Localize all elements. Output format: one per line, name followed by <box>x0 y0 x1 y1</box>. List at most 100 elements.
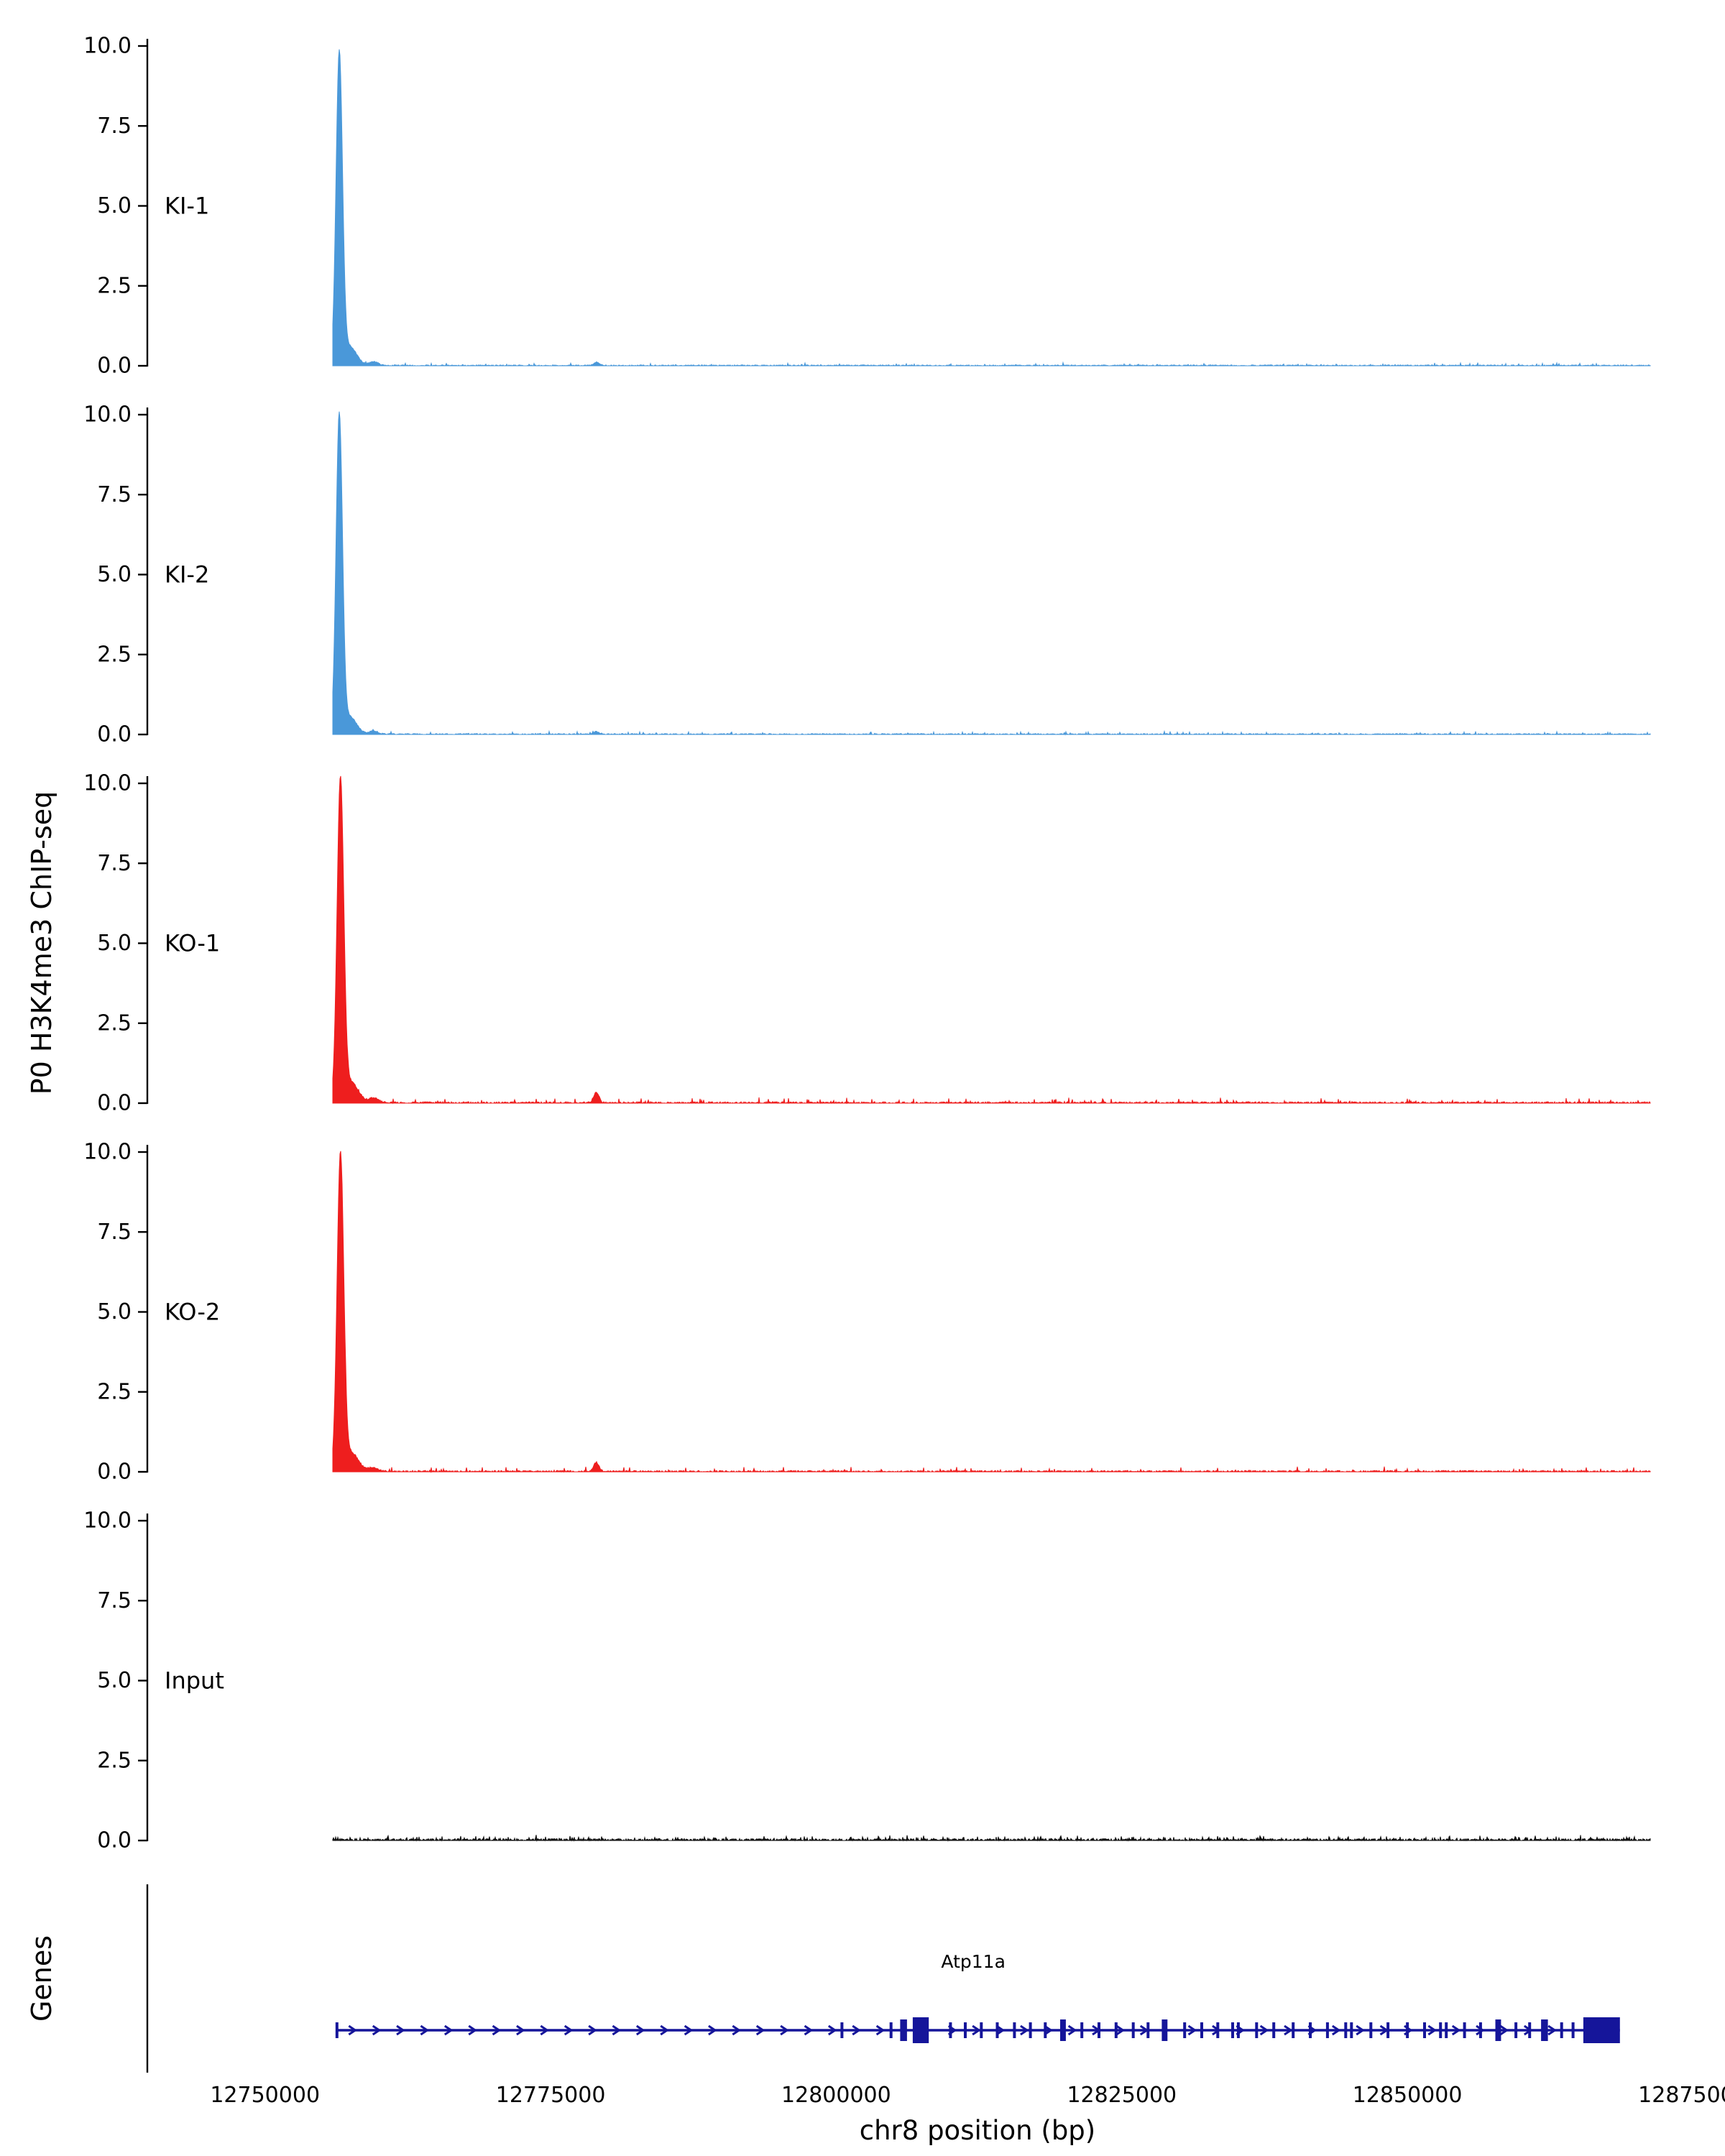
gene-name-label: Atp11a <box>941 1951 1005 1972</box>
exon-tick <box>1183 2022 1187 2038</box>
signal-area-KI-2 <box>332 411 1651 736</box>
gene-strand-arrow <box>1067 2024 1077 2036</box>
y-tick-label: 2.5 <box>97 642 132 667</box>
gene-strand-arrow <box>1307 2024 1317 2036</box>
exon-tick <box>1114 2022 1118 2038</box>
exon-tick <box>1013 2022 1016 2038</box>
gene-strand-arrow <box>1331 2024 1341 2036</box>
exon-tick <box>840 2022 844 2038</box>
y-tick-label: 7.5 <box>97 482 132 507</box>
exon-tick <box>1272 2022 1276 2038</box>
gene-strand-arrow <box>732 2024 742 2036</box>
exon-tick <box>335 2022 339 2038</box>
gene-strand-arrow <box>708 2024 717 2036</box>
gene-strand-arrow <box>420 2024 430 2036</box>
exon-tick <box>1231 2022 1234 2038</box>
gene-strand-arrow <box>1259 2024 1269 2036</box>
gene-strand-arrow <box>492 2024 502 2036</box>
gene-strand-arrow <box>875 2024 886 2036</box>
y-tick-label: 10.0 <box>83 34 132 59</box>
track-KO-1: 10.0 7.5 5.0 2.5 0.0 KO-1 <box>83 772 1651 1114</box>
exon-box <box>1495 2019 1501 2041</box>
gene-strand-arrow <box>1092 2024 1101 2036</box>
y-tick-label: 0.0 <box>97 354 132 377</box>
x-tick-label: 12800000 <box>781 2083 891 2108</box>
y-tick-label: 2.5 <box>97 1010 132 1036</box>
y-tick-label: 7.5 <box>97 1220 132 1245</box>
y-tick-label: 5.0 <box>97 1299 132 1325</box>
exon-tick <box>1571 2022 1575 2038</box>
exon-tick <box>1406 2022 1409 2038</box>
exon-tick <box>1369 2022 1373 2038</box>
gene-strand-arrow <box>1187 2024 1197 2036</box>
y-tick-label: 5.0 <box>97 931 132 956</box>
exon-tick <box>995 2022 999 2038</box>
gene-strand-arrow <box>1451 2024 1461 2036</box>
exon-tick <box>1560 2022 1563 2038</box>
exon-box <box>900 2019 907 2041</box>
gene-strand-arrow <box>1116 2024 1126 2036</box>
track-Input: 10.0 7.5 5.0 2.5 0.0 Input <box>83 1509 1651 1851</box>
exon-box <box>1541 2019 1548 2041</box>
exon-tick <box>1325 2022 1329 2038</box>
y-tick-label: 0.0 <box>97 1091 132 1114</box>
gene-strand-arrow <box>755 2024 765 2036</box>
gene-strand-arrow <box>947 2024 957 2036</box>
gene-strand-arrow <box>1379 2024 1389 2036</box>
exon-tick <box>964 2022 967 2038</box>
y-tick-label: 2.5 <box>97 273 132 298</box>
exon-tick <box>1439 2022 1443 2038</box>
gene-strand-arrow <box>1404 2024 1413 2036</box>
x-axis-title: chr8 position (bp) <box>859 2115 1096 2146</box>
gene-strand-arrow <box>396 2024 405 2036</box>
gene-strand-arrow <box>564 2024 574 2036</box>
exon-tick <box>1029 2022 1032 2038</box>
gene-strand-arrow <box>443 2024 454 2036</box>
y-tick-label: 10.0 <box>83 403 132 428</box>
gene-strand-arrow <box>827 2024 837 2036</box>
exon-tick <box>1200 2022 1203 2038</box>
gene-strand-arrow <box>1212 2024 1221 2036</box>
exon-tick <box>1478 2022 1482 2038</box>
gene-strand-arrow <box>635 2024 645 2036</box>
y-tick-label: 7.5 <box>97 851 132 876</box>
gene-strand-arrow <box>780 2024 789 2036</box>
y-tick-label: 2.5 <box>97 1748 132 1773</box>
exon-tick <box>1344 2022 1348 2038</box>
y-tick-label: 10.0 <box>83 1509 132 1534</box>
track-label-KO-1: KO-1 <box>165 930 220 957</box>
y-tick-label: 5.0 <box>97 1668 132 1693</box>
exon-tick <box>1236 2022 1240 2038</box>
exon-box-large <box>912 2017 929 2043</box>
exon-tick <box>889 2022 893 2038</box>
signal-area-KO-2 <box>332 1151 1651 1473</box>
gene-strand-arrow <box>1044 2024 1053 2036</box>
track-KI-1: 10.0 7.5 5.0 2.5 0.0 KI-1 <box>83 34 1651 377</box>
gene-strand-arrow <box>852 2024 861 2036</box>
exon-tick <box>1309 2022 1312 2038</box>
y-tick-label: 10.0 <box>83 1141 132 1165</box>
gene-strand-arrow <box>468 2024 477 2036</box>
y-tick-label: 10.0 <box>83 772 132 796</box>
gene-strand-arrow <box>995 2024 1006 2036</box>
gene-strand-arrow <box>372 2024 382 2036</box>
signal-area-KO-1 <box>332 775 1651 1105</box>
exon-tick <box>949 2022 952 2038</box>
track-label-KI-2: KI-2 <box>165 561 209 589</box>
track-KO-2: 10.0 7.5 5.0 2.5 0.0 KO-2 <box>83 1141 1651 1482</box>
y-tick-label: 5.0 <box>97 193 132 218</box>
y-tick-label: 0.0 <box>97 722 132 745</box>
exon-box-large <box>1583 2017 1620 2043</box>
exon-tick <box>1514 2022 1518 2038</box>
gene-strand-arrow <box>1236 2024 1246 2036</box>
y-tick-label: 7.5 <box>97 1588 132 1613</box>
exon-tick <box>1463 2022 1466 2038</box>
gene-strand-arrow <box>1427 2024 1438 2036</box>
x-tick-label: 12825000 <box>1067 2083 1177 2108</box>
gene-strand-arrow <box>612 2024 622 2036</box>
gene-strand-arrow <box>1356 2024 1365 2036</box>
y-tick-label: 0.0 <box>97 1828 132 1851</box>
